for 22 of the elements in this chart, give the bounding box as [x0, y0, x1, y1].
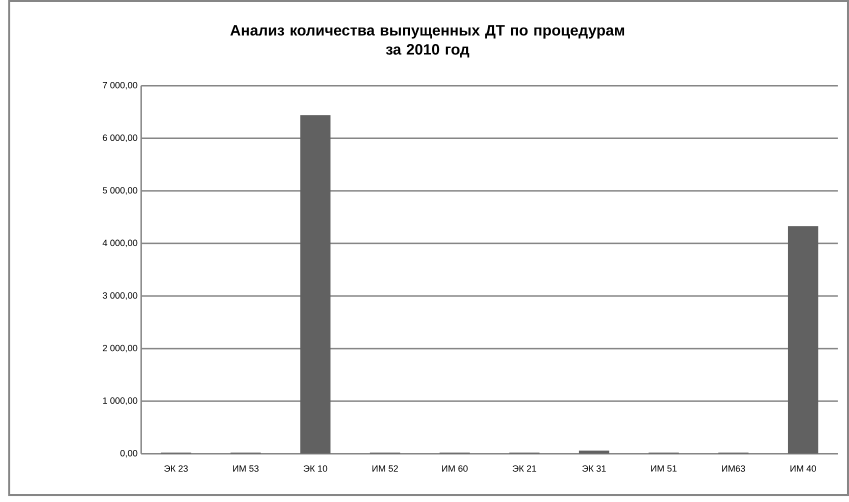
bar [578, 450, 610, 454]
x-tick-label: ЭК 10 [304, 465, 328, 472]
chart-title: Анализ количества выпущенных ДТ по процедурам за 2010 год [230, 25, 624, 58]
y-tick-label: 7 000,00 [102, 82, 138, 90]
y-tick-label: 5 000,00 [102, 187, 138, 195]
bar [788, 226, 818, 454]
x-tick-label: ЭК 31 [582, 465, 606, 472]
y-tick-label: 0,00 [120, 450, 138, 458]
y-tick-label: 2 000,00 [102, 344, 138, 352]
x-tick-label: ИМ 51 [651, 465, 677, 472]
y-tick-label: 1 000,00 [103, 397, 138, 405]
x-tick-label: ИМ63 [722, 465, 746, 472]
bar [300, 115, 330, 454]
x-tick-label: ИМ 60 [442, 465, 468, 472]
y-tick-label: 4 000,00 [102, 240, 138, 248]
x-tick-label: ИМ 52 [372, 465, 398, 472]
x-tick-label: ЭК 21 [512, 465, 536, 472]
x-tick-label: ИМ 53 [233, 465, 259, 472]
y-tick-label: 6 000,00 [102, 134, 138, 142]
x-tick-label: ИМ 40 [790, 465, 816, 472]
x-tick-label: ЭК 23 [164, 465, 188, 472]
y-tick-label: 3 000,00 [102, 292, 138, 300]
